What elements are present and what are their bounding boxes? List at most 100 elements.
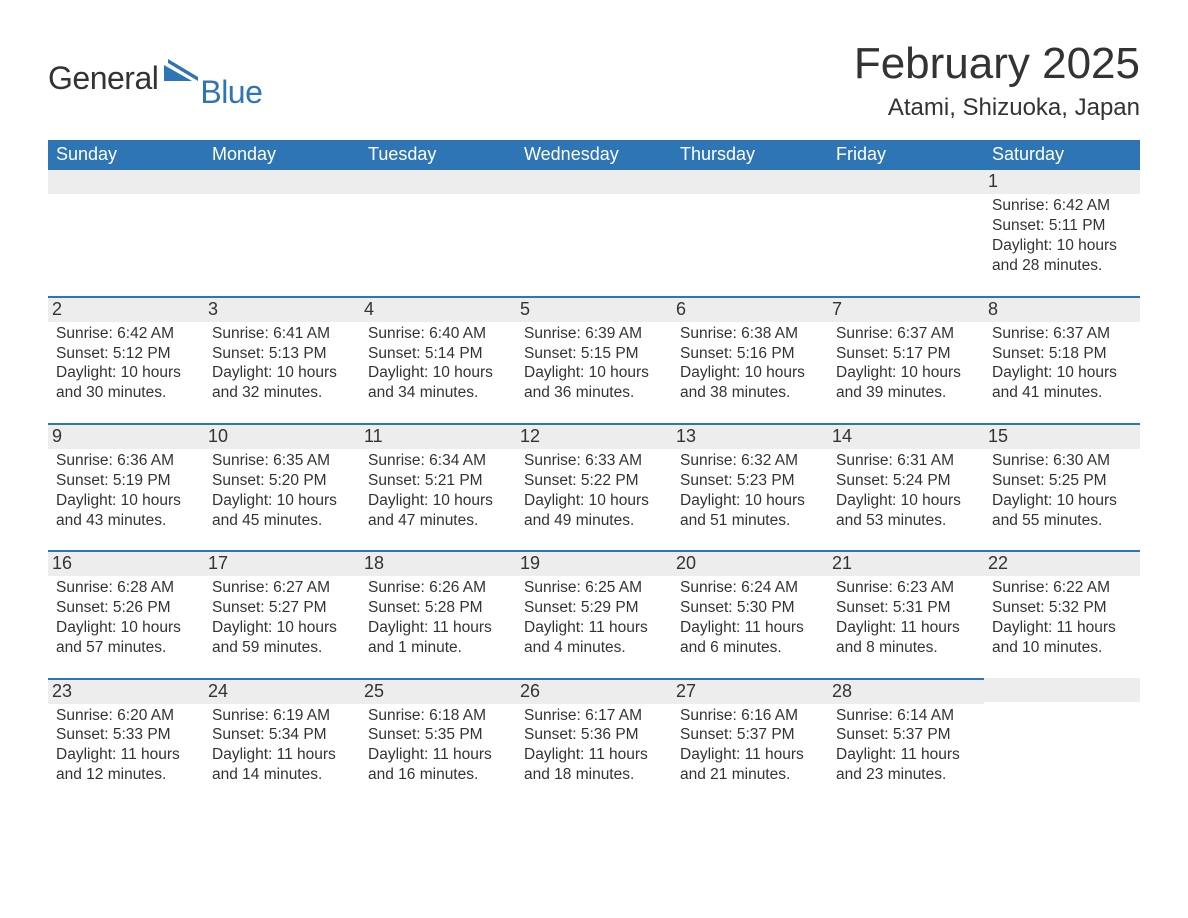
calendar-day-cell: 2Sunrise: 6:42 AMSunset: 5:12 PMDaylight… — [48, 296, 204, 403]
calendar-day-cell: 6Sunrise: 6:38 AMSunset: 5:16 PMDaylight… — [672, 296, 828, 403]
sunrise-text: Sunrise: 6:42 AM — [992, 196, 1134, 216]
sunrise-text: Sunrise: 6:19 AM — [212, 706, 354, 726]
day-details: Sunrise: 6:31 AMSunset: 5:24 PMDaylight:… — [834, 451, 978, 530]
day-number: 19 — [516, 550, 672, 576]
day-details: Sunrise: 6:25 AMSunset: 5:29 PMDaylight:… — [522, 578, 666, 657]
day-details: Sunrise: 6:20 AMSunset: 5:33 PMDaylight:… — [54, 706, 198, 785]
calendar-day-cell: 10Sunrise: 6:35 AMSunset: 5:20 PMDayligh… — [204, 423, 360, 530]
weekday-header: Tuesday — [360, 140, 516, 170]
calendar-day-cell — [360, 170, 516, 275]
day-details: Sunrise: 6:36 AMSunset: 5:19 PMDaylight:… — [54, 451, 198, 530]
day-number: 13 — [672, 423, 828, 449]
calendar-day-cell: 14Sunrise: 6:31 AMSunset: 5:24 PMDayligh… — [828, 423, 984, 530]
sunrise-text: Sunrise: 6:35 AM — [212, 451, 354, 471]
day-details: Sunrise: 6:26 AMSunset: 5:28 PMDaylight:… — [366, 578, 510, 657]
title-block: February 2025 Atami, Shizuoka, Japan — [854, 40, 1140, 122]
daylight-text: Daylight: 10 hours and 30 minutes. — [56, 363, 198, 403]
sunrise-text: Sunrise: 6:25 AM — [524, 578, 666, 598]
day-details: Sunrise: 6:22 AMSunset: 5:32 PMDaylight:… — [990, 578, 1134, 657]
sunset-text: Sunset: 5:18 PM — [992, 344, 1134, 364]
sunrise-text: Sunrise: 6:34 AM — [368, 451, 510, 471]
daylight-text: Daylight: 11 hours and 14 minutes. — [212, 745, 354, 785]
sunset-text: Sunset: 5:19 PM — [56, 471, 198, 491]
calendar-day-cell — [48, 170, 204, 275]
sunrise-text: Sunrise: 6:16 AM — [680, 706, 822, 726]
day-number — [360, 170, 516, 194]
daylight-text: Daylight: 11 hours and 1 minute. — [368, 618, 510, 658]
day-number: 20 — [672, 550, 828, 576]
day-number: 12 — [516, 423, 672, 449]
day-details: Sunrise: 6:23 AMSunset: 5:31 PMDaylight:… — [834, 578, 978, 657]
day-details: Sunrise: 6:27 AMSunset: 5:27 PMDaylight:… — [210, 578, 354, 657]
calendar-day-cell — [516, 170, 672, 275]
day-details: Sunrise: 6:42 AMSunset: 5:12 PMDaylight:… — [54, 324, 198, 403]
day-number: 1 — [984, 170, 1140, 194]
sunrise-text: Sunrise: 6:30 AM — [992, 451, 1134, 471]
day-details: Sunrise: 6:19 AMSunset: 5:34 PMDaylight:… — [210, 706, 354, 785]
sunrise-text: Sunrise: 6:41 AM — [212, 324, 354, 344]
day-number: 22 — [984, 550, 1140, 576]
daylight-text: Daylight: 10 hours and 53 minutes. — [836, 491, 978, 531]
sunset-text: Sunset: 5:31 PM — [836, 598, 978, 618]
day-details: Sunrise: 6:37 AMSunset: 5:17 PMDaylight:… — [834, 324, 978, 403]
day-number: 25 — [360, 678, 516, 704]
day-number: 5 — [516, 296, 672, 322]
day-details: Sunrise: 6:41 AMSunset: 5:13 PMDaylight:… — [210, 324, 354, 403]
sunset-text: Sunset: 5:27 PM — [212, 598, 354, 618]
day-number: 23 — [48, 678, 204, 704]
sunset-text: Sunset: 5:20 PM — [212, 471, 354, 491]
sunset-text: Sunset: 5:22 PM — [524, 471, 666, 491]
sunset-text: Sunset: 5:12 PM — [56, 344, 198, 364]
sunrise-text: Sunrise: 6:14 AM — [836, 706, 978, 726]
calendar-day-cell: 16Sunrise: 6:28 AMSunset: 5:26 PMDayligh… — [48, 550, 204, 657]
day-number — [516, 170, 672, 194]
day-details: Sunrise: 6:38 AMSunset: 5:16 PMDaylight:… — [678, 324, 822, 403]
sunrise-text: Sunrise: 6:23 AM — [836, 578, 978, 598]
sunset-text: Sunset: 5:14 PM — [368, 344, 510, 364]
calendar-week-row: 2Sunrise: 6:42 AMSunset: 5:12 PMDaylight… — [48, 296, 1140, 403]
day-details: Sunrise: 6:42 AMSunset: 5:11 PMDaylight:… — [990, 196, 1134, 275]
sunrise-text: Sunrise: 6:24 AM — [680, 578, 822, 598]
day-number: 16 — [48, 550, 204, 576]
daylight-text: Daylight: 10 hours and 47 minutes. — [368, 491, 510, 531]
day-details: Sunrise: 6:35 AMSunset: 5:20 PMDaylight:… — [210, 451, 354, 530]
calendar-day-cell: 12Sunrise: 6:33 AMSunset: 5:22 PMDayligh… — [516, 423, 672, 530]
day-number: 3 — [204, 296, 360, 322]
sunset-text: Sunset: 5:28 PM — [368, 598, 510, 618]
calendar-day-cell: 27Sunrise: 6:16 AMSunset: 5:37 PMDayligh… — [672, 678, 828, 785]
day-number — [672, 170, 828, 194]
sunrise-text: Sunrise: 6:31 AM — [836, 451, 978, 471]
day-number: 4 — [360, 296, 516, 322]
sunrise-text: Sunrise: 6:39 AM — [524, 324, 666, 344]
sunset-text: Sunset: 5:37 PM — [836, 725, 978, 745]
calendar-day-cell: 20Sunrise: 6:24 AMSunset: 5:30 PMDayligh… — [672, 550, 828, 657]
sunrise-text: Sunrise: 6:33 AM — [524, 451, 666, 471]
sunset-text: Sunset: 5:32 PM — [992, 598, 1134, 618]
calendar-day-cell: 15Sunrise: 6:30 AMSunset: 5:25 PMDayligh… — [984, 423, 1140, 530]
month-title: February 2025 — [854, 40, 1140, 88]
daylight-text: Daylight: 11 hours and 23 minutes. — [836, 745, 978, 785]
sunset-text: Sunset: 5:33 PM — [56, 725, 198, 745]
weekday-header-row: Sunday Monday Tuesday Wednesday Thursday… — [48, 140, 1140, 170]
calendar-day-cell: 23Sunrise: 6:20 AMSunset: 5:33 PMDayligh… — [48, 678, 204, 785]
day-number — [828, 170, 984, 194]
daylight-text: Daylight: 10 hours and 55 minutes. — [992, 491, 1134, 531]
daylight-text: Daylight: 10 hours and 59 minutes. — [212, 618, 354, 658]
day-details: Sunrise: 6:34 AMSunset: 5:21 PMDaylight:… — [366, 451, 510, 530]
calendar-day-cell: 21Sunrise: 6:23 AMSunset: 5:31 PMDayligh… — [828, 550, 984, 657]
daylight-text: Daylight: 11 hours and 18 minutes. — [524, 745, 666, 785]
calendar-day-cell: 18Sunrise: 6:26 AMSunset: 5:28 PMDayligh… — [360, 550, 516, 657]
daylight-text: Daylight: 11 hours and 10 minutes. — [992, 618, 1134, 658]
calendar-day-cell: 1Sunrise: 6:42 AMSunset: 5:11 PMDaylight… — [984, 170, 1140, 275]
day-details: Sunrise: 6:33 AMSunset: 5:22 PMDaylight:… — [522, 451, 666, 530]
day-number: 21 — [828, 550, 984, 576]
calendar-day-cell: 13Sunrise: 6:32 AMSunset: 5:23 PMDayligh… — [672, 423, 828, 530]
daylight-text: Daylight: 10 hours and 43 minutes. — [56, 491, 198, 531]
sunrise-text: Sunrise: 6:32 AM — [680, 451, 822, 471]
sunset-text: Sunset: 5:35 PM — [368, 725, 510, 745]
sunrise-text: Sunrise: 6:40 AM — [368, 324, 510, 344]
calendar-week-row: 23Sunrise: 6:20 AMSunset: 5:33 PMDayligh… — [48, 678, 1140, 785]
sunset-text: Sunset: 5:23 PM — [680, 471, 822, 491]
sunrise-text: Sunrise: 6:18 AM — [368, 706, 510, 726]
weekday-header: Friday — [828, 140, 984, 170]
